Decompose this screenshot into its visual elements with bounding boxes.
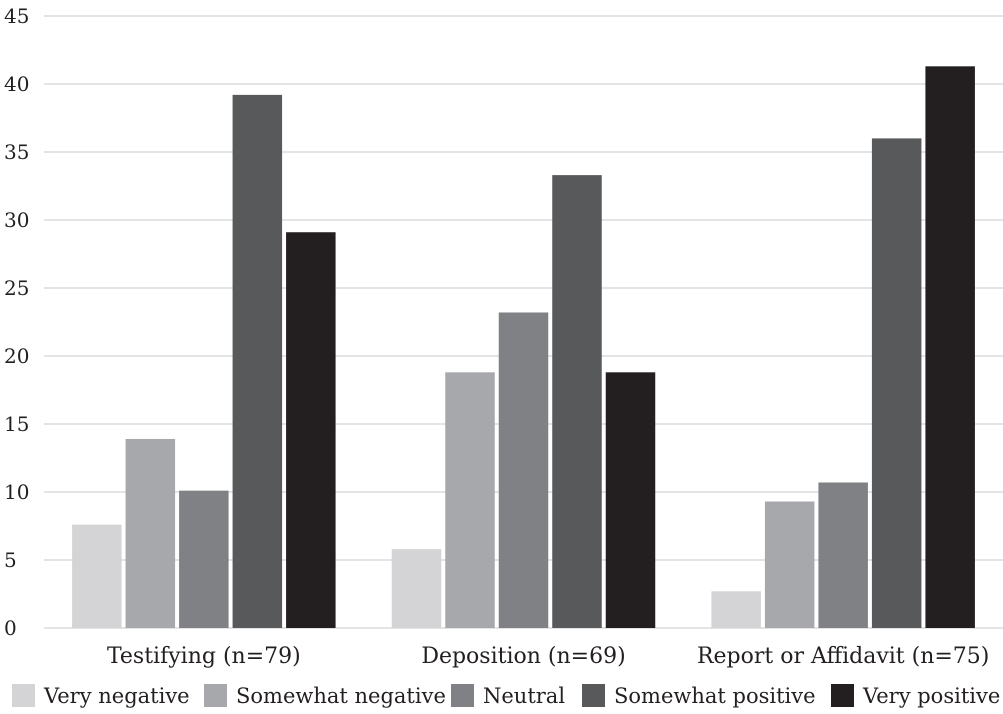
bar-2-neutral <box>498 312 549 628</box>
y-tick-label-5: 5 <box>4 548 17 572</box>
legend-swatch-somewhat-positive <box>582 684 605 707</box>
bar-1-very-negative <box>72 524 122 628</box>
bar-1-somewhat-positive <box>232 94 283 628</box>
legend-label-neutral: Neutral <box>483 684 565 708</box>
bar-3-very-negative <box>711 591 761 628</box>
bar-2-very-positive <box>605 372 656 628</box>
bar-3-somewhat-negative <box>764 501 815 628</box>
legend-swatch-neutral <box>451 684 474 707</box>
x-axis-categories: Testifying (n=79) Deposition (n=69) Report… <box>107 644 989 669</box>
category-label-3: Report or Affidavit (n=75) <box>697 644 989 669</box>
bar-2-somewhat-negative <box>445 372 495 628</box>
legend-label-very-negative: Very negative <box>43 684 190 708</box>
legend-swatch-somewhat-negative <box>204 684 227 707</box>
legend-label-somewhat-positive: Somewhat positive <box>614 684 816 708</box>
y-tick-label-0: 0 <box>4 616 17 640</box>
legend: Very negative Somewhat negative Neutral Som… <box>12 684 1000 708</box>
legend-label-somewhat-negative: Somewhat negative <box>236 684 446 708</box>
y-tick-label-20: 20 <box>4 344 29 368</box>
bars <box>72 66 975 629</box>
category-label-2: Deposition (n=69) <box>421 644 625 669</box>
bar-3-very-positive <box>925 66 975 628</box>
y-tick-label-30: 30 <box>4 208 29 232</box>
legend-swatch-very-negative <box>12 684 35 707</box>
bar-1-very-positive <box>286 232 336 629</box>
bar-1-neutral <box>179 490 229 628</box>
y-tick-label-25: 25 <box>4 276 29 300</box>
bar-1-somewhat-negative <box>125 438 176 628</box>
bar-3-neutral <box>818 482 868 628</box>
y-axis-ticks: 0 5 10 15 20 25 30 35 40 45 <box>4 4 29 640</box>
bar-2-very-negative <box>391 549 442 628</box>
legend-label-very-positive: Very positive <box>862 684 1000 708</box>
legend-swatch-very-positive <box>831 684 854 707</box>
bar-3-somewhat-positive <box>871 138 922 628</box>
y-tick-label-10: 10 <box>4 480 29 504</box>
category-label-1: Testifying (n=79) <box>107 644 301 669</box>
y-tick-label-45: 45 <box>4 4 29 28</box>
y-tick-label-35: 35 <box>4 140 29 164</box>
bar-2-somewhat-positive <box>552 175 602 628</box>
y-tick-label-15: 15 <box>4 412 29 436</box>
y-tick-label-40: 40 <box>4 72 29 96</box>
